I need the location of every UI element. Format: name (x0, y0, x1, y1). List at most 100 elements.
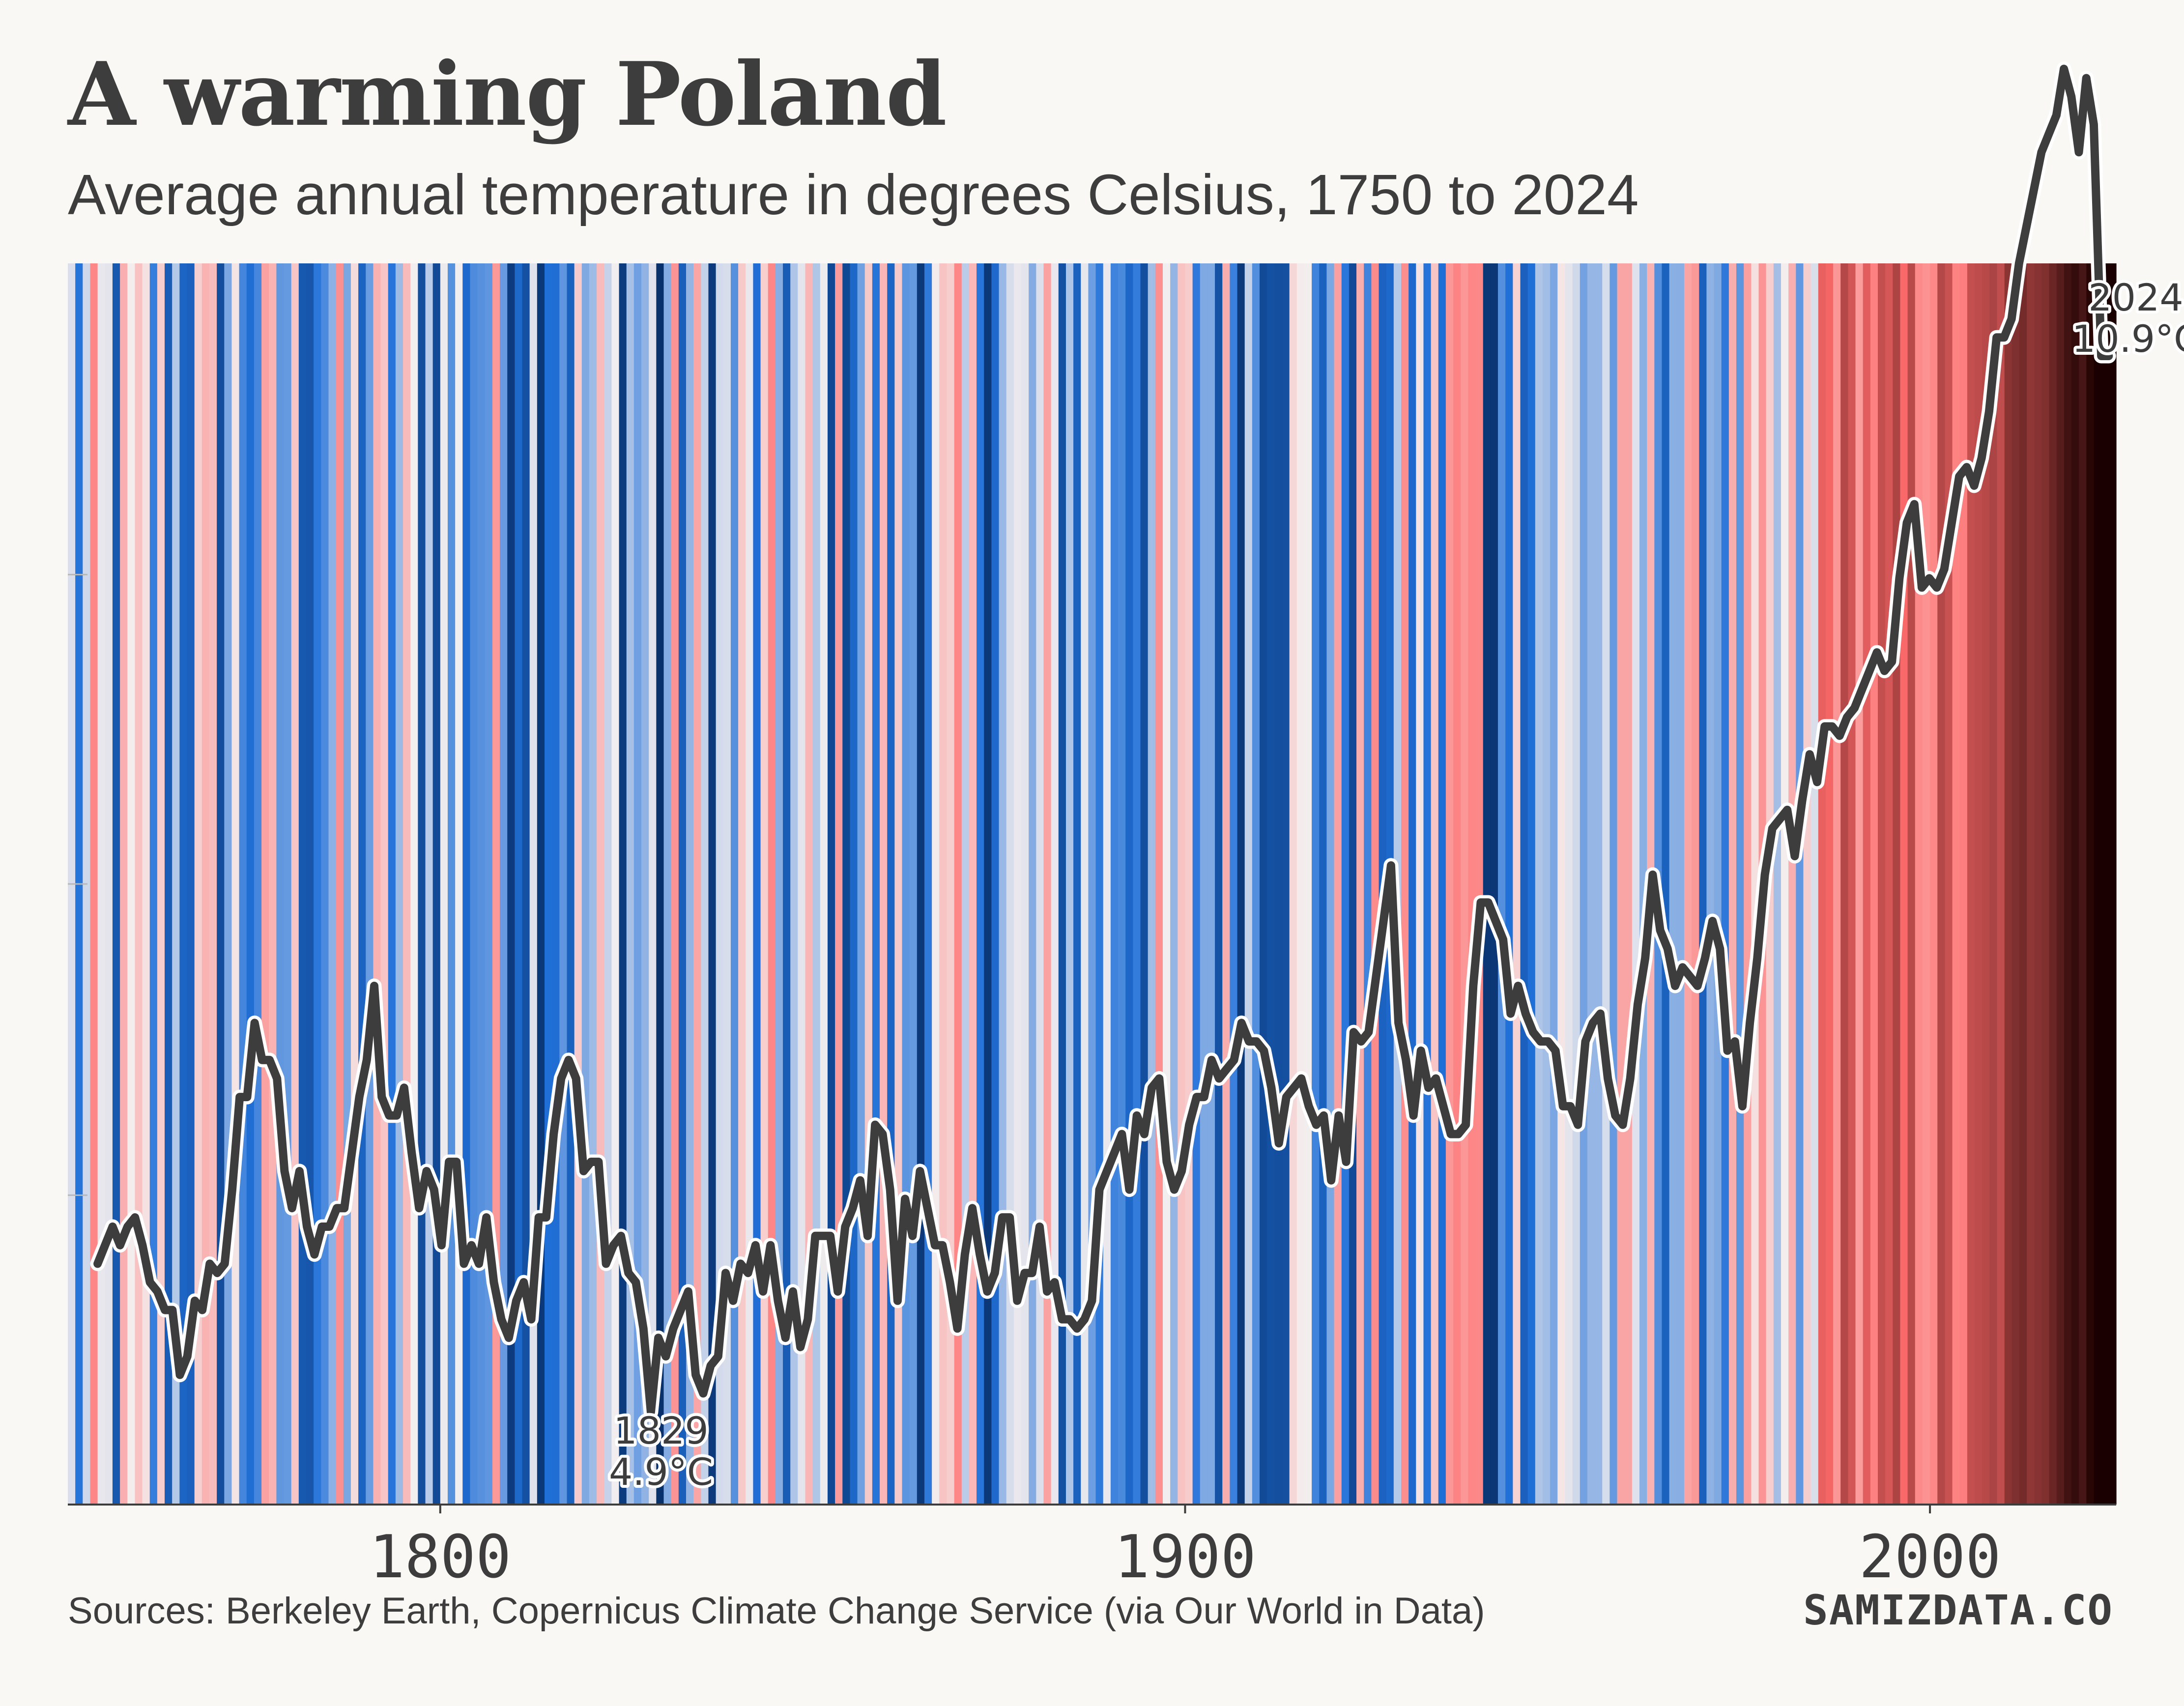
chart-subtitle: Average annual temperature in degrees Ce… (68, 163, 1639, 227)
temperature-stripe (1714, 263, 1722, 1505)
temperature-stripe (209, 263, 217, 1505)
temperature-stripe (276, 263, 285, 1505)
temperature-stripe (1036, 263, 1044, 1505)
temperature-stripe (1728, 263, 1737, 1505)
temperature-stripe (864, 263, 873, 1505)
temperature-stripe (112, 263, 120, 1505)
temperature-stripe (1692, 263, 1699, 1505)
temperature-stripe (1178, 263, 1186, 1505)
temperature-stripe (1312, 263, 1320, 1505)
temperature-stripe (2004, 263, 2012, 1505)
temperature-stripe (1550, 263, 1558, 1505)
temperature-stripe (1453, 263, 1461, 1505)
temperature-stripe (477, 263, 486, 1505)
temperature-stripe (1185, 263, 1193, 1505)
temperature-stripe (1110, 263, 1119, 1505)
temperature-stripe (1207, 263, 1215, 1505)
temperature-stripe (991, 263, 1000, 1505)
temperature-stripe (880, 263, 888, 1505)
temperature-stripe (1244, 263, 1253, 1505)
temperature-stripe (730, 263, 739, 1505)
temperature-stripe (1416, 263, 1424, 1505)
temperature-stripe (812, 263, 821, 1505)
temperature-stripe (1565, 263, 1573, 1505)
temperature-stripe (1535, 263, 1543, 1505)
temperature-stripe (1140, 263, 1149, 1505)
temperature-stripe (1051, 263, 1059, 1505)
temperature-stripe (567, 263, 575, 1505)
temperature-stripe (1736, 263, 1744, 1505)
temperature-stripe (246, 263, 255, 1505)
temperature-stripe (1863, 263, 1871, 1505)
temperature-stripe (127, 263, 136, 1505)
temperature-stripe (1825, 263, 1834, 1505)
temperature-stripe (105, 263, 113, 1505)
temperature-stripe (1349, 263, 1357, 1505)
temperature-stripe (1907, 263, 1916, 1505)
temperature-stripe (693, 263, 701, 1505)
temperature-stripe (559, 263, 568, 1505)
temperature-stripe (932, 263, 940, 1505)
temperature-stripe (1788, 263, 1796, 1505)
temperature-stripe (790, 263, 798, 1505)
temperature-stripe (522, 263, 530, 1505)
temperature-stripe (753, 263, 761, 1505)
temperature-stripe (410, 263, 418, 1505)
temperature-stripe (418, 263, 426, 1505)
temperature-stripe (820, 263, 828, 1505)
x-tick-label: 1900 (1114, 1523, 1256, 1592)
temperature-stripe (1878, 263, 1886, 1505)
temperature-stripe (194, 263, 202, 1505)
temperature-stripe (1818, 263, 1826, 1505)
temperature-stripe (1617, 263, 1625, 1505)
temperature-stripe (1192, 263, 1201, 1505)
temperature-stripe (1401, 263, 1409, 1505)
temperature-stripe (999, 263, 1007, 1505)
temperature-stripe (805, 263, 813, 1505)
temperature-stripe (656, 263, 664, 1505)
temperature-stripe (1997, 263, 2005, 1505)
temperature-stripe (395, 263, 403, 1505)
temperature-stripe (1840, 263, 1848, 1505)
temperature-stripe (939, 263, 948, 1505)
temperature-stripe (388, 263, 396, 1505)
temperature-stripe (425, 263, 433, 1505)
temperature-stripe (1967, 263, 1975, 1505)
temperature-stripe (924, 263, 932, 1505)
temperature-stripe (1602, 263, 1610, 1505)
temperature-stripe (626, 263, 634, 1505)
temperature-stripe (1468, 263, 1476, 1505)
temperature-stripe (1751, 263, 1759, 1505)
temperature-stripe (291, 263, 299, 1505)
temperature-stripe (97, 263, 106, 1505)
temperature-stripe (1215, 263, 1223, 1505)
temperature-stripe (947, 263, 955, 1505)
temperature-stripe (954, 263, 962, 1505)
temperature-stripe (1073, 263, 1081, 1505)
temperature-stripe (1937, 263, 1946, 1505)
temperature-stripe (1632, 263, 1640, 1505)
temperature-stripe (1133, 263, 1141, 1505)
temperature-stripe (306, 263, 314, 1505)
temperature-stripe (172, 263, 180, 1505)
temperature-stripe (187, 263, 195, 1505)
temperature-stripe (1461, 263, 1468, 1505)
temperature-stripe (775, 263, 783, 1505)
temperature-stripe (269, 263, 277, 1505)
temperature-stripe (1833, 263, 1841, 1505)
temperature-stripe (969, 263, 977, 1505)
temperature-stripe (1274, 263, 1283, 1505)
temperature-stripe (254, 263, 262, 1505)
temperature-stripe (1744, 263, 1752, 1505)
temperature-stripe (850, 263, 858, 1505)
temperature-stripe (2086, 263, 2095, 1505)
temperature-stripe (217, 263, 225, 1505)
temperature-stripe (1513, 263, 1521, 1505)
temperature-stripe (2049, 263, 2057, 1505)
temperature-stripe (2034, 263, 2042, 1505)
temperature-stripe (1803, 263, 1811, 1505)
temperature-stripe (1662, 263, 1670, 1505)
temperature-stripe (1915, 263, 1923, 1505)
temperature-stripe (1155, 263, 1163, 1505)
temperature-stripe (1900, 263, 1908, 1505)
